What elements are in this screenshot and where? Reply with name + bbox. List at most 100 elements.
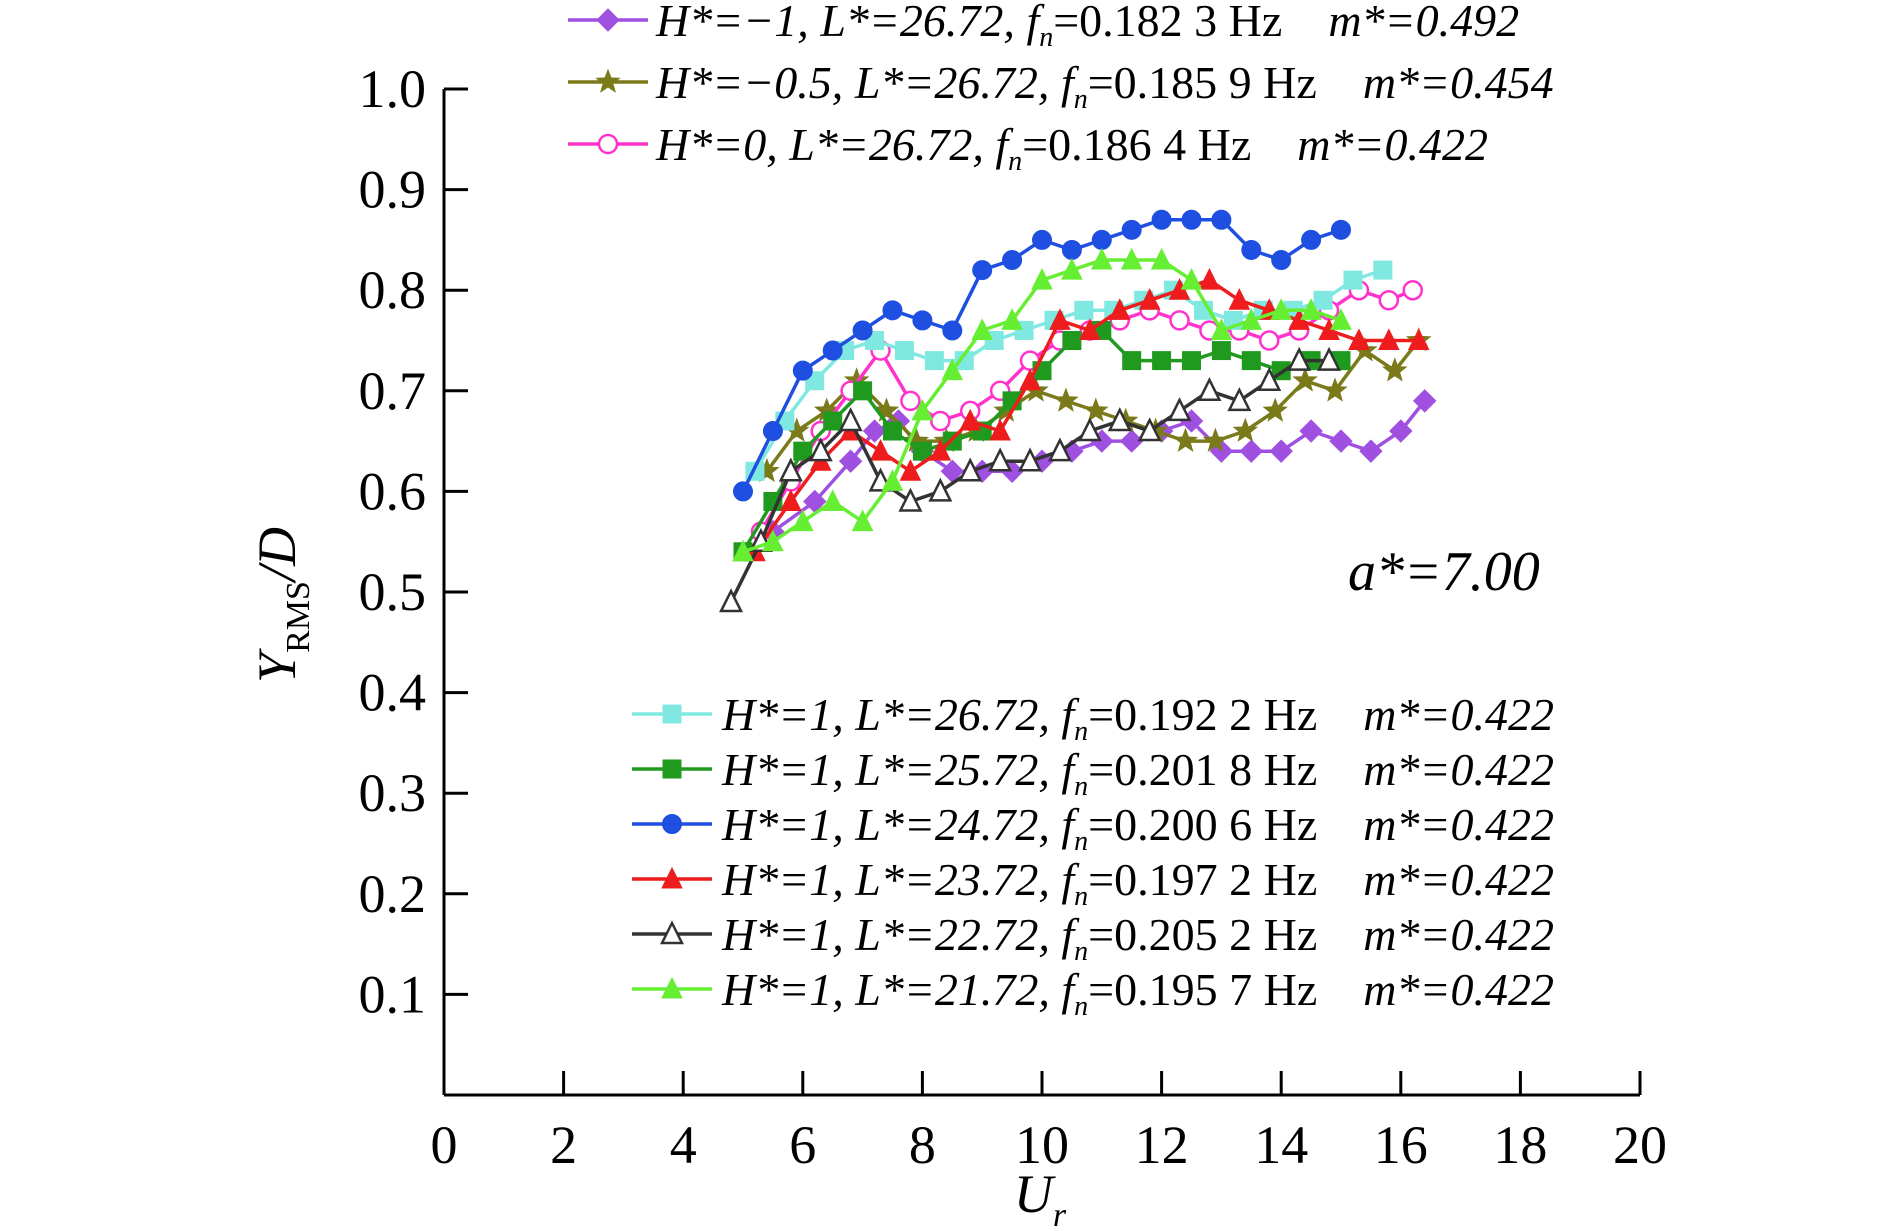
data-point (924, 351, 944, 371)
data-point (719, 588, 744, 613)
data-point (661, 866, 683, 889)
legend-text-part: H*=1, (721, 799, 855, 850)
y-axis-label-sub: RMS (280, 581, 317, 653)
legend-label: H*=1, L*=21.72, fn=0.195 7 Hz m*=0.422 (721, 964, 1554, 1022)
legend-text-part: H*=0, (655, 119, 789, 170)
data-point (1197, 377, 1222, 402)
data-point (942, 320, 963, 341)
data-point (1181, 209, 1202, 230)
legend-text-part: H*=1, (721, 854, 855, 905)
x-tick-label: 6 (789, 1115, 816, 1175)
y-axis-label-suffix: /D (247, 527, 307, 584)
data-point (898, 487, 923, 512)
data-point (1019, 368, 1041, 391)
data-point (1232, 417, 1259, 442)
plot-series (719, 209, 1437, 613)
data-point (862, 419, 887, 443)
data-series (733, 209, 1351, 502)
data-point (929, 439, 952, 461)
x-tick-label: 16 (1374, 1115, 1428, 1175)
x-tick-label: 4 (670, 1115, 697, 1175)
x-tick-label: 0 (431, 1115, 458, 1175)
data-point (1269, 439, 1293, 463)
data-point (1258, 330, 1280, 351)
data-point (1373, 260, 1393, 280)
legend-text-part: m*=0.422 (1317, 909, 1554, 960)
data-point (1119, 429, 1144, 453)
legend-text-part: L*=26.72, (819, 0, 1026, 46)
data-point (1062, 331, 1082, 350)
data-point (972, 260, 993, 281)
x-axis-label-sub: r (1053, 1197, 1067, 1231)
data-point (780, 489, 802, 511)
data-point (1211, 341, 1231, 361)
legend-text-part: m*=0.422 (1317, 744, 1554, 795)
data-point (1257, 366, 1282, 391)
legend-entry: H*=0, L*=26.72, fn=0.186 4 Hz m*=0.422 (568, 119, 1488, 177)
data-series (732, 247, 1352, 562)
data-point (661, 976, 683, 999)
data-point (1227, 387, 1252, 412)
data-point (894, 341, 914, 361)
data-point (1359, 439, 1383, 463)
legend-text-part: n (1074, 826, 1088, 857)
data-point (821, 489, 844, 511)
data-point (1151, 209, 1172, 230)
legend-entry: H*=1, L*=26.72, fn=0.192 2 Hz m*=0.422 (632, 689, 1554, 747)
legend-text-part: =0.182 3 Hz (1053, 0, 1282, 46)
data-point (733, 481, 753, 502)
x-tick-label: 12 (1135, 1115, 1189, 1175)
data-point (808, 437, 833, 462)
legend-text-part: m*=0.422 (1317, 854, 1554, 905)
legend-text-part: H*=1, (721, 909, 855, 960)
data-point (791, 509, 814, 532)
data-point (1090, 247, 1113, 270)
legend-text-part: L*=22.72, (854, 909, 1061, 960)
data-point (1061, 257, 1083, 280)
data-point (1413, 389, 1437, 413)
legend-text-part: L*=23.72, (854, 854, 1061, 905)
y-tick-label: 0.5 (359, 562, 427, 622)
data-point (792, 360, 813, 381)
ticks (442, 87, 1642, 1095)
data-point (989, 418, 1011, 441)
legend-text-part: m*=0.422 (1317, 964, 1554, 1015)
data-point (1180, 268, 1203, 290)
legend-text-part: m*=0.422 (1317, 799, 1554, 850)
data-point (1167, 397, 1192, 422)
y-tick-label: 0.8 (359, 260, 427, 320)
data-point (1121, 219, 1142, 240)
legend-text-part: n (1039, 22, 1053, 53)
legend-text-part: n (1074, 84, 1088, 115)
data-point (1031, 268, 1053, 290)
data-point (852, 320, 873, 341)
data-point (873, 397, 900, 422)
data-point (899, 459, 922, 481)
annotation: a*=7.00 (1348, 541, 1540, 603)
x-tick-label: 8 (909, 1115, 936, 1175)
data-point (1018, 447, 1043, 472)
legend-text-part: n (1074, 991, 1088, 1022)
data-point (988, 447, 1013, 472)
data-point (1001, 308, 1023, 330)
legend-text-part: L*=26.72, (854, 689, 1061, 740)
x-axis-label-main: U (1014, 1164, 1056, 1224)
data-point (851, 509, 874, 532)
x-tick-label: 10 (1015, 1115, 1069, 1175)
data-point (1402, 279, 1424, 301)
data-point (1172, 427, 1199, 452)
data-point (1407, 328, 1430, 350)
x-axis-label: Ur (1014, 1164, 1067, 1231)
x-tick-label: 18 (1493, 1115, 1547, 1175)
legend-text-part: =0.201 8 Hz (1088, 744, 1317, 795)
legend-text-part: m*=0.492 (1282, 0, 1519, 46)
legend-text-part: =0.186 4 Hz (1022, 119, 1251, 170)
legend-entry: H*=1, L*=24.72, fn=0.200 6 Hz m*=0.422 (632, 799, 1554, 857)
data-point (911, 398, 934, 421)
legend-text-part: =0.200 6 Hz (1088, 799, 1317, 850)
data-point (1329, 429, 1353, 453)
data-point (662, 704, 682, 724)
data-point (1152, 351, 1172, 371)
data-point (1210, 318, 1233, 340)
data-point (662, 814, 682, 834)
